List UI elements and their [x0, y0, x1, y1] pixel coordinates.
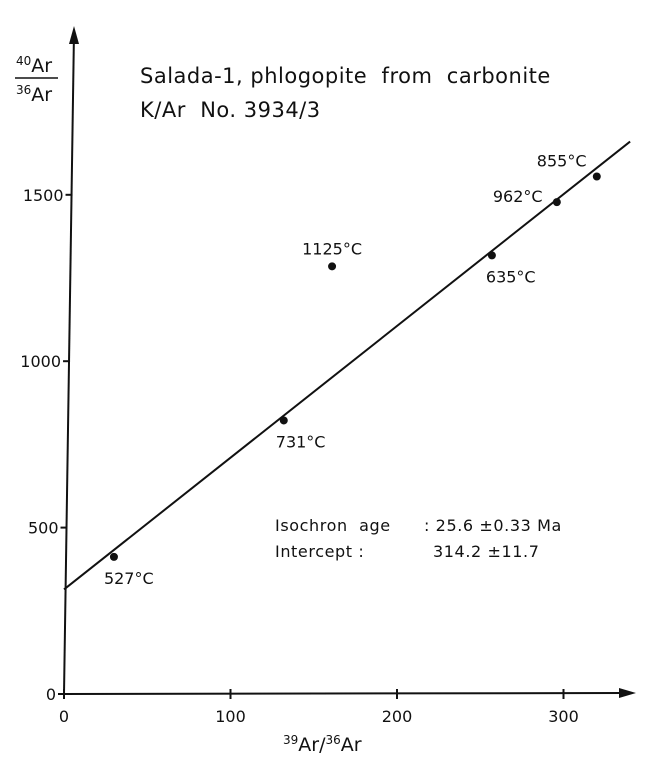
x-axis-label: 39Ar/36Ar	[283, 733, 362, 756]
data-point-label: 635°C	[486, 267, 536, 286]
ticks: 0 100 200 300 0 500 1000 1500	[20, 186, 578, 726]
y-tick-label: 500	[28, 519, 59, 538]
isochron-annotation: Isochron age : 25.6 ±0.33 Ma Intercept :…	[275, 516, 562, 561]
x-label-mass-a: 39	[283, 733, 298, 747]
x-axis-arrow	[619, 688, 636, 698]
axes	[63, 26, 636, 698]
data-point-label: 855°C	[537, 151, 587, 170]
svg-text:40Ar: 40Ar	[16, 54, 52, 77]
y-tick-label: 1500	[23, 186, 64, 205]
data-point	[109, 552, 118, 561]
x-tick-label: 0	[59, 707, 69, 726]
x-label-mass-b: 36	[326, 733, 341, 747]
y-label-num-mass: 40	[16, 54, 31, 68]
intercept-value: 314.2 ±11.7	[433, 542, 540, 561]
svg-text:36Ar: 36Ar	[16, 83, 52, 106]
data-point	[592, 172, 601, 181]
data-point	[487, 251, 496, 260]
chart-title: Salada-1, phlogopite from carbonite	[140, 64, 551, 88]
y-label-den-elem: Ar	[31, 84, 52, 106]
data-point-label: 1125°C	[302, 239, 362, 258]
intercept-label: Intercept :	[275, 542, 364, 561]
data-point	[552, 198, 561, 207]
x-label-elem-b: Ar	[341, 734, 362, 756]
y-axis-arrow	[69, 26, 79, 44]
x-tick-label: 100	[215, 707, 246, 726]
data-point-label: 962°C	[493, 187, 543, 206]
y-label-den-mass: 36	[16, 83, 31, 97]
isochron-fit-line	[63, 140, 631, 591]
data-point-label: 527°C	[104, 569, 154, 588]
x-tick-label: 300	[548, 707, 579, 726]
isochron-age-value: : 25.6 ±0.33 Ma	[424, 516, 562, 535]
y-axis-label: 40Ar 36Ar	[15, 54, 58, 106]
x-tick-label: 200	[382, 707, 413, 726]
data-points: 527°C 731°C 1125°C 635°C 962°C 855°C	[104, 151, 601, 588]
data-point	[279, 416, 288, 425]
data-point-label: 731°C	[276, 432, 326, 451]
chart-subtitle: K/Ar No. 3934/3	[140, 98, 321, 122]
y-axis	[63, 31, 75, 695]
y-tick-label: 0	[46, 685, 56, 704]
y-label-num-elem: Ar	[31, 55, 52, 77]
x-label-elem-a: Ar/	[298, 734, 326, 756]
isochron-age-label: Isochron age	[275, 516, 391, 535]
data-point	[328, 262, 337, 271]
y-tick-label: 1000	[20, 352, 61, 371]
x-axis	[63, 692, 625, 695]
